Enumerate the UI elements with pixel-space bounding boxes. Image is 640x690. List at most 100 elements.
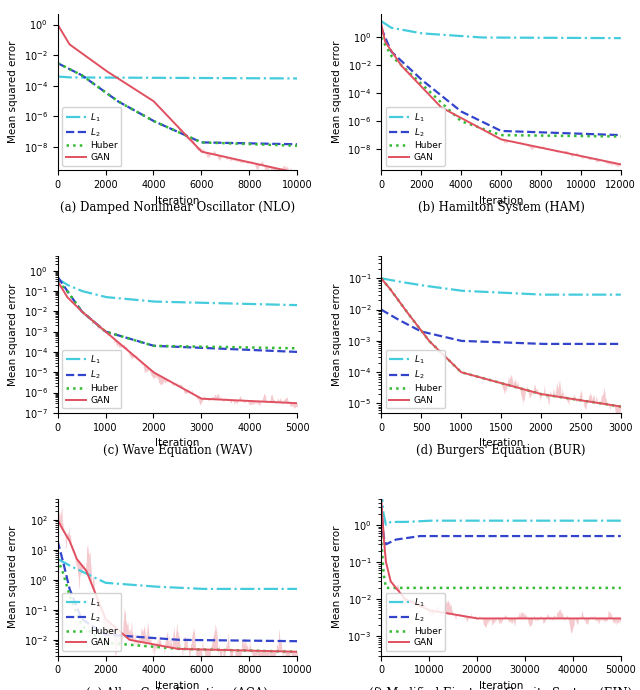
Huber <box>516 131 524 139</box>
$\mathit{L}_1$ <box>617 290 625 299</box>
GAN <box>523 141 531 149</box>
$\mathit{L}_1$ <box>193 299 200 307</box>
$\mathit{L}_1$ <box>378 484 385 492</box>
$\mathit{L}_2$ <box>199 636 207 644</box>
GAN <box>236 647 243 655</box>
$\mathit{L}_2$ <box>617 532 625 540</box>
$\mathit{L}_2$ <box>523 128 531 136</box>
GAN <box>68 42 76 50</box>
$\mathit{L}_2$ <box>293 637 301 645</box>
$\mathit{L}_2$ <box>68 66 76 75</box>
Huber <box>584 132 591 140</box>
Huber <box>530 131 538 139</box>
$\mathit{L}_1$ <box>392 518 400 526</box>
$\mathit{L}_1$ <box>531 517 538 525</box>
$\mathit{L}_1$ <box>584 517 591 525</box>
GAN <box>392 53 399 61</box>
Huber <box>193 342 200 351</box>
$\mathit{L}_1$ <box>378 17 385 26</box>
Huber <box>293 344 301 353</box>
Line: $\mathit{L}_2$: $\mathit{L}_2$ <box>381 28 621 135</box>
Line: GAN: GAN <box>381 278 621 406</box>
GAN <box>199 395 207 403</box>
$\mathit{L}_2$ <box>293 348 301 356</box>
GAN <box>530 142 538 150</box>
X-axis label: Iteration: Iteration <box>479 681 523 690</box>
$\mathit{L}_1$ <box>530 290 538 299</box>
Huber <box>199 342 207 351</box>
GAN <box>584 153 591 161</box>
$\mathit{L}_2$ <box>584 130 591 138</box>
Text: (d) Burgers' Equation (BUR): (d) Burgers' Equation (BUR) <box>416 444 586 457</box>
Legend: $\mathit{L}_1$, $\mathit{L}_2$, Huber, GAN: $\mathit{L}_1$, $\mathit{L}_2$, Huber, G… <box>386 108 445 166</box>
$\mathit{L}_1$ <box>207 74 214 82</box>
GAN <box>199 645 207 653</box>
Huber <box>54 59 61 67</box>
Line: $\mathit{L}_1$: $\mathit{L}_1$ <box>58 77 297 79</box>
Huber <box>378 33 385 41</box>
$\mathit{L}_1$ <box>392 277 399 285</box>
GAN <box>378 495 385 503</box>
Huber <box>523 386 531 394</box>
$\mathit{L}_2$ <box>531 532 538 540</box>
GAN <box>54 516 61 524</box>
$\mathit{L}_1$ <box>516 290 524 298</box>
GAN <box>293 648 301 656</box>
$\mathit{L}_2$ <box>584 532 591 540</box>
GAN <box>260 647 268 655</box>
Line: $\mathit{L}_1$: $\mathit{L}_1$ <box>381 21 621 38</box>
$\mathit{L}_1$ <box>198 584 205 593</box>
$\mathit{L}_1$ <box>236 299 243 308</box>
Huber <box>68 66 76 75</box>
Huber <box>392 56 399 64</box>
Text: (c) Wave Equation (WAV): (c) Wave Equation (WAV) <box>102 444 252 457</box>
Line: GAN: GAN <box>381 23 621 164</box>
Huber <box>68 598 76 607</box>
Y-axis label: Mean squared error: Mean squared error <box>332 526 342 629</box>
Huber <box>392 293 399 301</box>
Huber <box>530 388 538 396</box>
GAN <box>378 19 385 28</box>
Huber <box>193 136 200 144</box>
$\mathit{L}_2$ <box>207 636 214 644</box>
Huber <box>378 532 385 540</box>
$\mathit{L}_1$ <box>193 74 200 82</box>
$\mathit{L}_2$ <box>193 136 200 144</box>
Line: $\mathit{L}_2$: $\mathit{L}_2$ <box>381 310 621 344</box>
GAN <box>584 397 591 406</box>
Line: $\mathit{L}_1$: $\mathit{L}_1$ <box>381 488 621 525</box>
$\mathit{L}_1$ <box>54 555 61 563</box>
Huber <box>260 344 268 352</box>
$\mathit{L}_2$ <box>54 537 61 545</box>
Line: $\mathit{L}_2$: $\mathit{L}_2$ <box>58 541 297 641</box>
GAN <box>516 614 524 622</box>
$\mathit{L}_2$ <box>199 138 207 146</box>
$\mathit{L}_2$ <box>236 636 243 644</box>
GAN <box>523 614 531 622</box>
$\mathit{L}_2$ <box>516 339 524 347</box>
$\mathit{L}_1$ <box>54 275 61 283</box>
X-axis label: Iteration: Iteration <box>479 438 523 449</box>
GAN <box>68 298 76 306</box>
$\mathit{L}_2$ <box>617 131 625 139</box>
$\mathit{L}_1$ <box>260 74 268 82</box>
X-axis label: Iteration: Iteration <box>156 195 200 206</box>
Line: $\mathit{L}_2$: $\mathit{L}_2$ <box>58 277 297 352</box>
X-axis label: Iteration: Iteration <box>479 195 523 206</box>
$\mathit{L}_1$ <box>537 290 545 299</box>
$\mathit{L}_2$ <box>516 532 524 540</box>
$\mathit{L}_1$ <box>523 517 531 525</box>
Huber <box>236 647 243 655</box>
$\mathit{L}_1$ <box>530 34 538 42</box>
$\mathit{L}_1$ <box>378 274 385 282</box>
$\mathit{L}_2$ <box>378 306 385 314</box>
$\mathit{L}_1$ <box>392 24 399 32</box>
Huber <box>236 139 243 148</box>
$\mathit{L}_1$ <box>207 584 214 593</box>
Huber <box>207 646 214 654</box>
$\mathit{L}_1$ <box>584 290 591 299</box>
$\mathit{L}_2$ <box>260 637 268 645</box>
$\mathit{L}_1$ <box>617 517 625 525</box>
$\mathit{L}_2$ <box>260 139 268 148</box>
Huber <box>531 584 538 592</box>
